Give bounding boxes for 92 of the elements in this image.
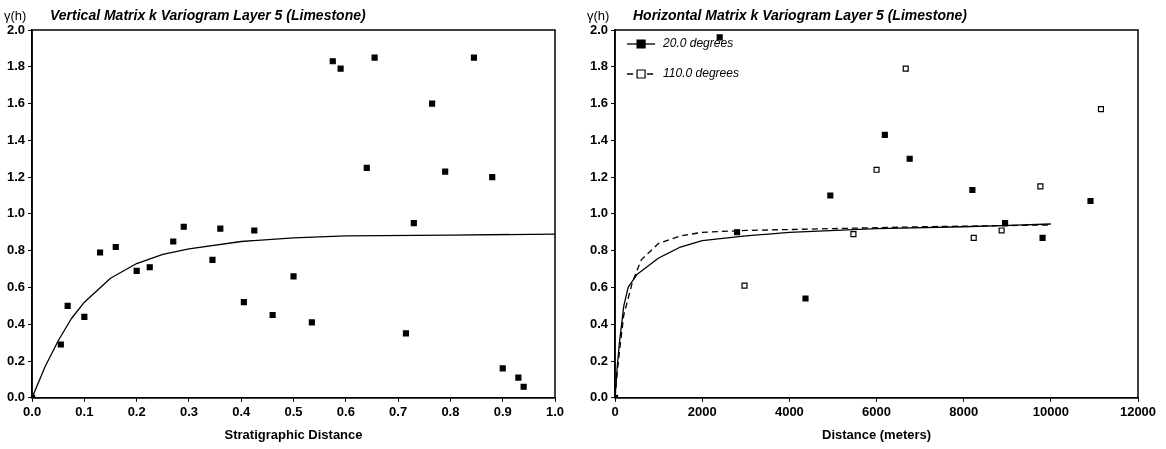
y-tick-label: 0.8 (6, 242, 26, 258)
y-axis-title: γ(h) (587, 8, 610, 23)
point (133, 267, 140, 274)
point (873, 166, 880, 173)
point (269, 311, 276, 319)
point (112, 243, 119, 251)
point (442, 168, 449, 175)
point (64, 302, 71, 309)
x-axis-title: Distance (meters) (821, 426, 932, 442)
x-tick-label: 2000 (687, 404, 717, 420)
point (329, 58, 336, 65)
y-tick-label: 1.8 (6, 58, 26, 74)
point (170, 238, 177, 245)
x-tick-label: 0.3 (179, 404, 198, 420)
y-tick-label: 0.6 (6, 279, 26, 295)
x-tick-label: 0 (611, 404, 619, 420)
x-tick-label: 10000 (1032, 404, 1069, 420)
point (363, 164, 370, 171)
x-tick-label: 0.9 (493, 404, 512, 420)
y-tick-label: 0.2 (589, 352, 609, 368)
point (998, 227, 1005, 234)
point (1002, 220, 1009, 227)
x-tick-label: 8000 (949, 404, 979, 420)
point (741, 282, 748, 289)
x-tick-label: 6000 (862, 404, 891, 420)
point (371, 54, 378, 61)
point (240, 299, 247, 306)
point (209, 256, 216, 263)
point (1037, 183, 1044, 190)
y-tick-label: 1.0 (589, 205, 609, 221)
x-tick-label: 12000 (1119, 404, 1157, 420)
point (57, 341, 64, 348)
y-tick-label: 0.4 (6, 315, 26, 331)
legend-label: 110.0 degrees (663, 66, 739, 81)
chart-title: Horizontal Matrix k Variogram Layer 5 (Limestone) (633, 7, 968, 23)
point (515, 374, 522, 381)
point (1097, 106, 1105, 113)
x-tick-label: 0.1 (75, 404, 94, 420)
point (429, 100, 436, 107)
point (81, 313, 88, 320)
y-tick-label: 0.2 (6, 352, 26, 368)
point (402, 330, 410, 337)
x-tick-label: 4000 (774, 404, 804, 420)
point (520, 383, 527, 390)
y-tick-label: 1.6 (6, 95, 26, 111)
point (308, 319, 315, 326)
point (1087, 197, 1094, 205)
x-tick-label: 0.4 (232, 404, 252, 420)
x-tick-label: 0.2 (127, 404, 146, 420)
y-tick-label: 0.0 (6, 389, 26, 405)
x-tick-label: 1.0 (545, 404, 565, 420)
point (734, 229, 741, 236)
x-tick-label: 0.6 (336, 404, 355, 420)
y-tick-label: 1.4 (589, 131, 609, 147)
point (881, 131, 888, 138)
y-tick-label: 0.4 (589, 315, 609, 331)
point (180, 223, 187, 230)
point (337, 65, 344, 72)
point (802, 295, 809, 302)
point (251, 227, 258, 234)
point (970, 234, 977, 241)
point (969, 186, 976, 194)
x-tick-label: 0.8 (441, 404, 460, 420)
legend-label: 20.0 degrees (662, 36, 734, 51)
point (410, 220, 417, 227)
point (489, 174, 496, 181)
y-tick-label: 0.6 (589, 279, 609, 295)
y-tick-label: 1.0 (6, 205, 26, 221)
point (906, 155, 913, 162)
y-tick-label: 1.4 (6, 131, 26, 147)
y-axis-title: γ(h) (4, 8, 27, 23)
y-tick-label: 0.0 (589, 389, 609, 405)
y-tick-label: 1.8 (589, 58, 609, 74)
y-tick-label: 0.8 (589, 242, 609, 258)
point (1039, 234, 1046, 241)
point (146, 264, 153, 271)
x-tick-label: 0.5 (284, 404, 303, 420)
point (290, 273, 297, 280)
point (217, 225, 224, 232)
y-tick-label: 1.6 (589, 95, 609, 111)
x-tick-label: 0.0 (23, 404, 42, 420)
point (499, 365, 506, 372)
point (902, 65, 909, 72)
point (470, 54, 478, 61)
chart-title: Vertical Matrix k Variogram Layer 5 (Limestone) (50, 7, 366, 23)
y-tick-label: 1.2 (589, 168, 609, 184)
point (96, 249, 104, 256)
point (827, 192, 834, 199)
x-tick-label: 0.7 (389, 404, 408, 420)
y-tick-label: 1.2 (6, 168, 26, 184)
x-axis-title: Stratigraphic Distance (224, 426, 363, 442)
point (850, 231, 857, 238)
